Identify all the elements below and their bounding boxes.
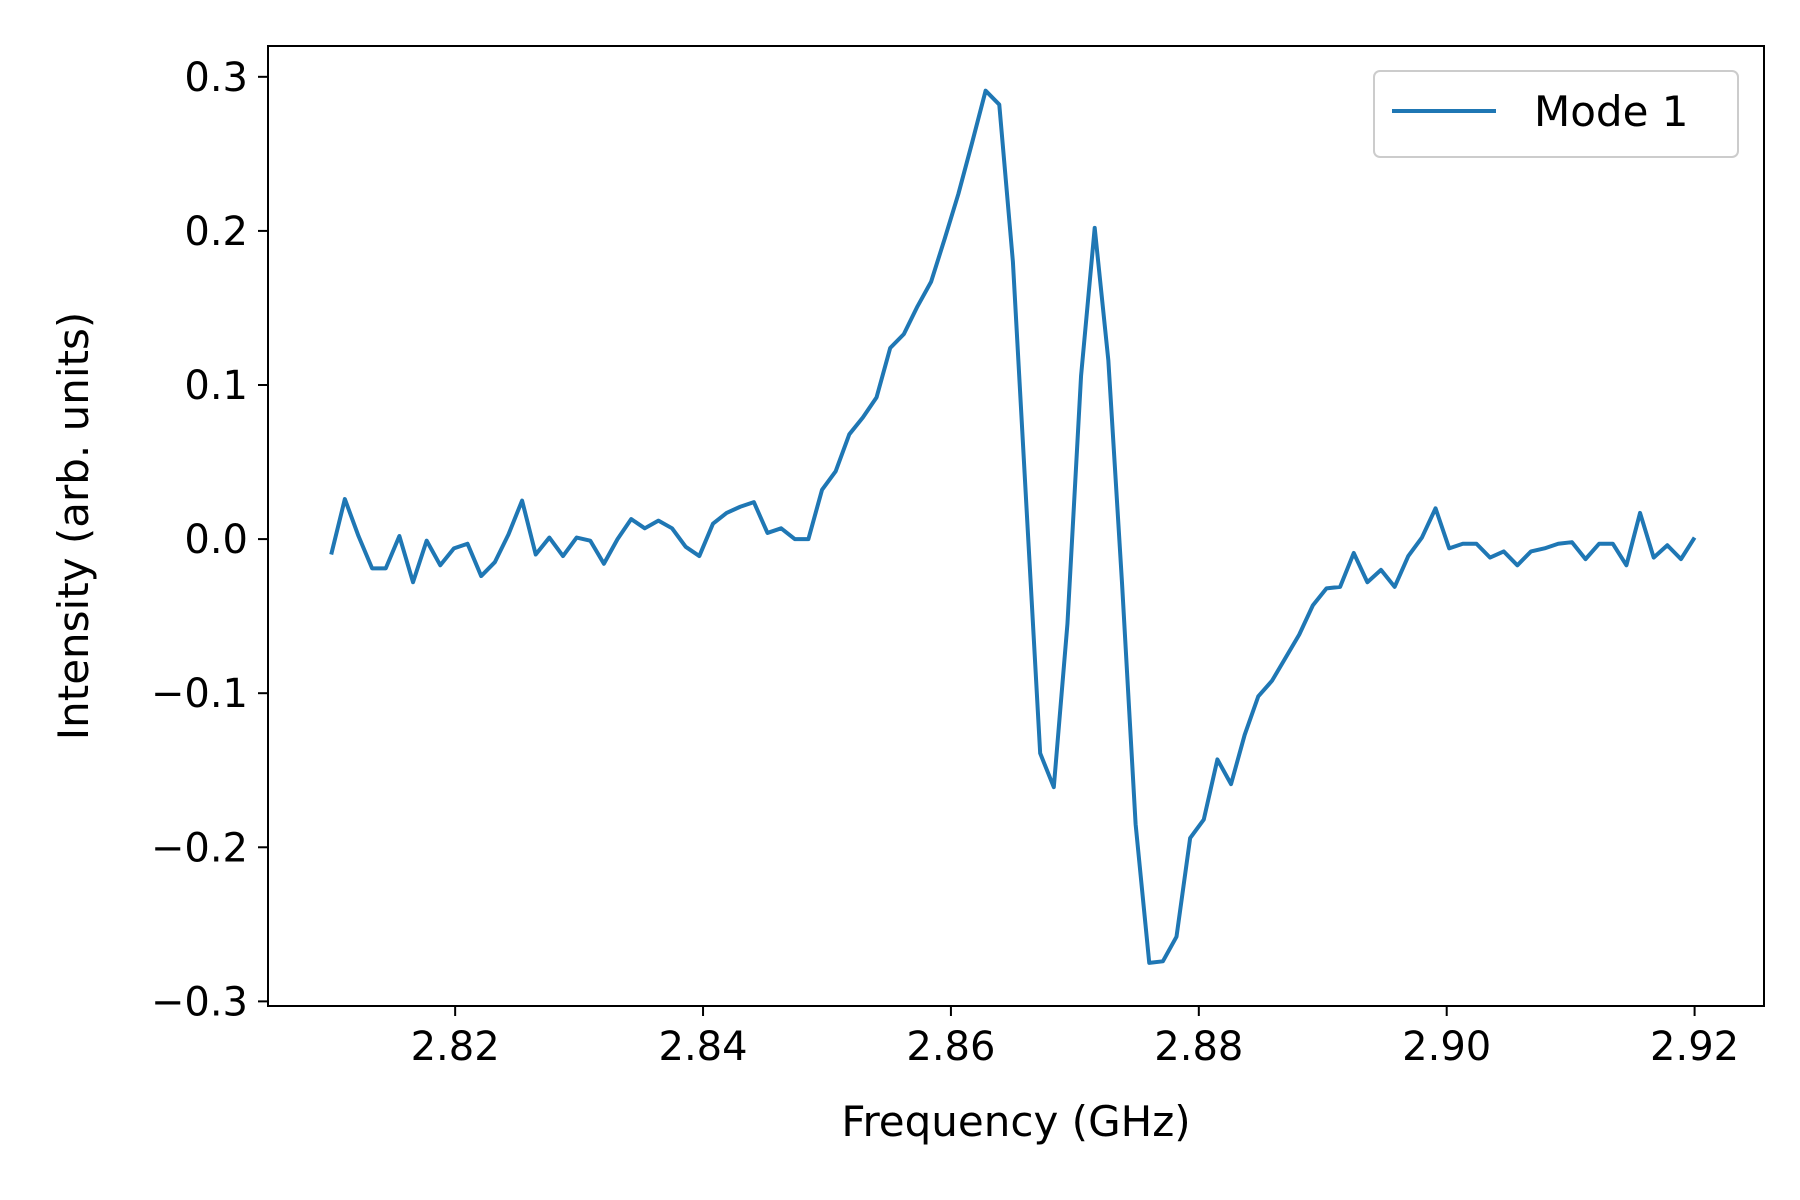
y-tick-label: −0.3 (151, 979, 248, 1025)
y-tick-label: 0.2 (184, 209, 248, 255)
x-tick-label: 2.92 (1650, 1024, 1739, 1070)
series-line-mode-1 (329, 88, 1697, 965)
x-tick-label: 2.84 (659, 1024, 748, 1070)
legend: Mode 1 (1373, 70, 1739, 158)
x-axis-ticks: 2.82 2.84 2.86 2.88 2.90 2.92 (411, 1006, 1739, 1070)
y-axis-label: Intensity (arb. units) (49, 312, 98, 741)
y-axis-ticks: −0.3 −0.2 −0.1 0.0 0.1 0.2 0.3 (151, 55, 268, 1025)
y-tick-label: 0.0 (184, 517, 248, 563)
axes-frame (267, 45, 1765, 1007)
plot-area (329, 88, 1697, 965)
x-tick-label: 2.90 (1402, 1024, 1491, 1070)
y-tick-label: 0.1 (184, 363, 248, 409)
legend-box (1373, 70, 1739, 158)
y-tick-label: −0.1 (151, 671, 248, 717)
y-tick-label: 0.3 (184, 55, 248, 101)
legend-label-mode-1: Mode 1 (1534, 87, 1689, 136)
x-tick-label: 2.88 (1154, 1024, 1243, 1070)
x-tick-label: 2.86 (906, 1024, 995, 1070)
y-tick-label: −0.2 (151, 825, 248, 871)
x-tick-label: 2.82 (411, 1024, 500, 1070)
x-axis-label: Frequency (GHz) (841, 1097, 1190, 1146)
